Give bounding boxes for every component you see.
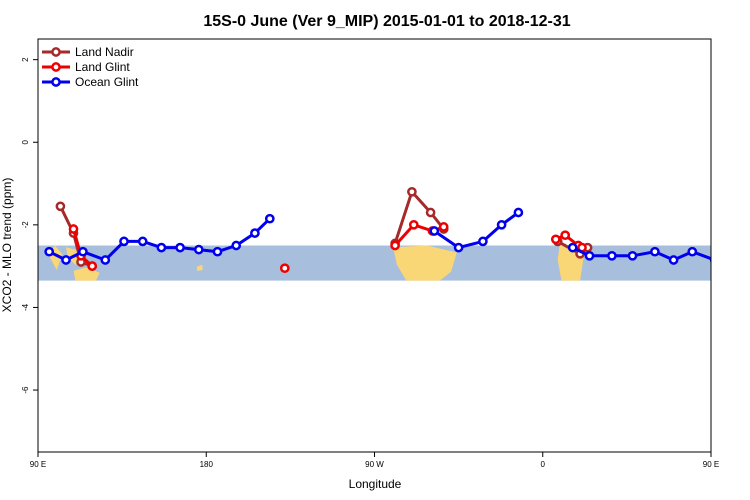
data-point-ocean-glint (584, 250, 595, 261)
data-point-land-glint (408, 219, 419, 230)
chart-title: 15S-0 June (Ver 9_MIP) 2015-01-01 to 201… (203, 13, 570, 30)
series-layer (44, 186, 750, 274)
data-point-land-glint (68, 224, 79, 234)
data-point-land-glint (438, 222, 449, 232)
x-tick-label: 90 E (703, 460, 719, 469)
data-point-ocean-glint (137, 236, 148, 247)
land-new-guinea-2 (739, 247, 750, 264)
data-point-land-glint (743, 225, 750, 232)
data-point-land-nadir (743, 232, 750, 239)
data-point-ocean-glint (607, 250, 617, 261)
series-line-land-glint (747, 229, 750, 266)
data-point-ocean-glint (734, 238, 741, 245)
data-point-land-nadir (730, 205, 737, 212)
land-islands-pacific (196, 264, 203, 271)
data-point-ocean-glint (231, 240, 242, 251)
data-point-ocean-glint (687, 246, 698, 257)
data-point-ocean-glint (212, 246, 223, 257)
data-point-ocean-glint (100, 255, 111, 265)
data-point-ocean-glint (668, 255, 679, 265)
data-point-land-glint (390, 240, 400, 251)
land-indonesia-2 (722, 246, 735, 271)
legend-label: Land Nadir (75, 45, 134, 59)
legend-item-land-nadir: Land Nadir (42, 45, 134, 59)
data-point-ocean-glint (429, 226, 440, 236)
data-point-ocean-glint (78, 246, 88, 257)
y-axis: 2 0 -2 -4 -6 (21, 57, 38, 394)
data-point-land-nadir (407, 186, 417, 197)
data-point-ocean-glint (250, 228, 260, 238)
legend-swatch-marker (51, 47, 61, 57)
data-point-ocean-glint (44, 246, 55, 257)
data-point-ocean-glint (496, 219, 507, 230)
map-background (38, 245, 750, 281)
y-tick-label: 0 (21, 139, 30, 144)
x-tick-label: 90 E (30, 460, 46, 469)
data-point-ocean-glint (264, 213, 275, 224)
data-point-ocean-glint (709, 256, 711, 264)
data-point-ocean-glint (650, 246, 660, 257)
data-point-ocean-glint (478, 236, 488, 247)
data-point-ocean-glint (193, 244, 204, 255)
y-tick-label: -6 (21, 386, 30, 394)
y-tick-label: -2 (21, 221, 30, 229)
data-point-ocean-glint (567, 242, 578, 253)
data-point-land-nadir (425, 207, 436, 218)
data-point-ocean-glint (627, 250, 638, 261)
x-axis-label: Longitude (349, 477, 402, 491)
x-tick-label: 90 W (365, 460, 384, 469)
legend-swatch-marker (51, 62, 61, 72)
y-axis-label: XCO2 - MLO trend (ppm) (0, 178, 14, 313)
data-point-land-glint (279, 263, 290, 274)
x-tick-label: 180 (200, 460, 214, 469)
series-line-land-nadir (393, 190, 445, 244)
x-axis: 90 E 180 90 W 0 90 E (30, 452, 719, 469)
land-south-america (393, 245, 457, 281)
data-point-ocean-glint (156, 242, 167, 253)
x-tick-label: 0 (541, 460, 546, 469)
data-point-ocean-glint (175, 242, 185, 253)
legend-item-ocean-glint: Ocean Glint (42, 75, 139, 89)
series-line-ocean-glint (572, 246, 711, 262)
land-australia-2 (747, 267, 750, 280)
legend-swatch-marker (51, 77, 61, 87)
legend-label: Ocean Glint (75, 75, 139, 89)
ocean-band (38, 245, 711, 281)
data-point-ocean-glint (119, 236, 129, 247)
data-point-land-glint (550, 234, 561, 245)
data-point-ocean-glint (513, 207, 524, 218)
data-point-land-glint (87, 261, 98, 271)
series-line-land-nadir (733, 208, 750, 266)
data-point-ocean-glint (61, 255, 71, 265)
data-point-land-nadir (55, 201, 66, 212)
legend-item-land-glint: Land Glint (42, 60, 130, 74)
data-point-land-glint (560, 230, 571, 241)
y-tick-label: -4 (21, 303, 30, 311)
series-ocean-glint (44, 207, 741, 265)
data-point-ocean-glint (453, 242, 464, 253)
legend-label: Land Glint (75, 60, 130, 74)
y-tick-label: 2 (21, 57, 30, 62)
